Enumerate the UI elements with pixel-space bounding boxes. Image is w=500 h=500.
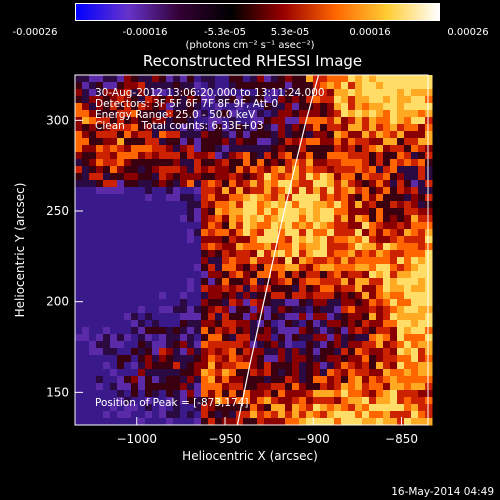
info-time-range: 30-Aug-2012 13:06:20.000 to 13:11:24.000	[95, 87, 325, 99]
colorbar-units: (photons cm⁻² s⁻¹ asec⁻²)	[185, 40, 315, 51]
colorbar-tick-label: 5.3e-05	[270, 27, 310, 38]
y-axis-label: Heliocentric Y (arcsec)	[13, 183, 27, 318]
chart-title: Reconstructed RHESSI Image	[142, 52, 363, 70]
x-axis-label: Heliocentric X (arcsec)	[182, 449, 318, 463]
x-tick-label: −950	[209, 432, 242, 446]
colorbar-tick-label: 0.00026	[447, 27, 489, 38]
y-tick-label: 150	[46, 385, 69, 399]
solar-limb-line	[236, 74, 320, 426]
info-detectors: Detectors: 3F 5F 6F 7F 8F 9F, Att 0	[95, 98, 279, 110]
y-tick-label: 300	[46, 113, 69, 127]
info-algorithm: Clean Total counts: 6.33E+03	[95, 120, 264, 132]
colorbar-tick-label: -0.00016	[122, 27, 168, 38]
colorbar-tick-label: -5.3e-05	[204, 27, 246, 38]
plot-frame	[74, 74, 429, 426]
colorbar-tick-label: -0.00026	[12, 27, 58, 38]
colorbar-tick-label: 0.00016	[349, 27, 391, 38]
x-tick-label: −850	[385, 432, 418, 446]
heatmap-image	[75, 75, 433, 426]
x-tick-label: −1000	[116, 432, 157, 446]
x-tick-label: −900	[297, 432, 330, 446]
axes: −1000 −950 −900 −850 150 200 250 300	[46, 113, 418, 446]
y-tick-label: 250	[46, 204, 69, 218]
info-energy: Energy Range: 25.0 - 50.0 keV	[95, 109, 256, 121]
y-tick-label: 200	[46, 295, 69, 309]
footer-date: 16-May-2014 04:49	[391, 486, 494, 498]
colorbar	[75, 3, 440, 21]
peak-position-label: Position of Peak = [-873,174]	[95, 397, 249, 409]
